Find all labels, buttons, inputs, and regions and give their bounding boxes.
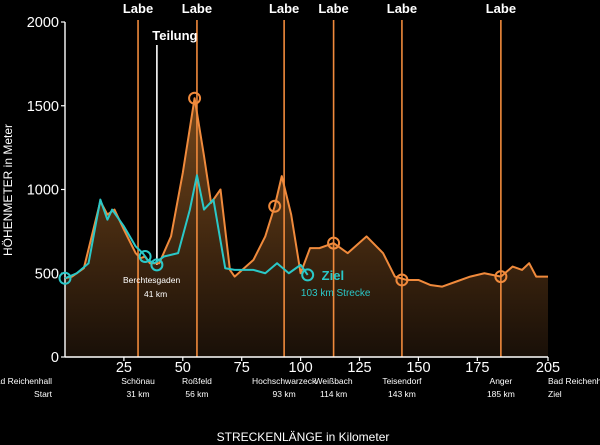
orange-profile-line [64, 97, 548, 288]
berchtesgaden-label: Berchtesgaden [123, 275, 180, 285]
strecke-label: 103 km Strecke [301, 288, 371, 299]
x-tick-label-2: 75 [234, 360, 250, 376]
labe-label-3: Labe [318, 1, 348, 16]
x-tick-label-7: 205 [536, 360, 560, 376]
place-label-5-1: 143 km [388, 389, 416, 399]
x-axis-title: STRECKENLÄNGE in Kilometer [217, 430, 390, 444]
teilung-label: Teilung [152, 28, 197, 43]
place-label-0-1: Start [34, 389, 53, 399]
place-label-4-0: Weißbach [315, 376, 353, 386]
y-tick-label-4: 2000 [27, 15, 59, 31]
ziel-label: Ziel [322, 268, 344, 283]
x-tick-label-6: 175 [465, 360, 489, 376]
y-tick-label-0: 0 [51, 350, 59, 366]
place-label-3-1: 93 km [273, 389, 296, 399]
marker-3 [188, 91, 202, 105]
marker-5 [301, 268, 315, 282]
place-label-6-0: Anger [490, 376, 513, 386]
place-label-2-0: Roßfeld [182, 376, 212, 386]
place-label-5-0: Teisendorf [382, 376, 422, 386]
berchtesgaden-km: 41 km [144, 289, 167, 299]
x-tick-label-1: 50 [175, 360, 191, 376]
labe-label-2: Labe [269, 1, 299, 16]
y-tick-label-3: 1500 [27, 99, 59, 115]
x-tick-label-3: 100 [289, 360, 313, 376]
place-label-1-0: Schönau [121, 376, 155, 386]
marker-7 [395, 273, 409, 287]
y-tick-label-2: 1000 [27, 183, 59, 199]
place-label-7-0: Bad Reichenhall [548, 376, 600, 386]
marker-2 [150, 258, 164, 272]
place-label-4-1: 114 km [320, 389, 347, 399]
place-label-7-1: Ziel [548, 389, 562, 399]
labe-label-0: Labe [123, 1, 153, 16]
marker-0 [58, 271, 72, 285]
place-label-0-0: Bad Reichenhall [0, 376, 52, 386]
place-label-3-0: Hochschwarzeck [252, 376, 317, 386]
labe-label-1: Labe [182, 1, 212, 16]
x-tick-label-4: 125 [347, 360, 371, 376]
marker-1 [138, 250, 152, 263]
y-axis-title: HÖHENMETER in Meter [1, 124, 15, 256]
labe-label-5: Labe [486, 1, 516, 16]
marker-6 [327, 236, 341, 250]
labe-label-4: Labe [387, 1, 417, 16]
x-tick-label-0: 25 [116, 360, 132, 376]
cyan-route-line [64, 174, 309, 280]
place-label-2-1: 56 km [185, 389, 208, 399]
x-tick-label-5: 150 [406, 360, 430, 376]
place-label-1-1: 31 km [126, 389, 149, 399]
profile-area-fill [65, 98, 548, 358]
marker-8 [494, 270, 508, 284]
y-tick-label-1: 500 [35, 266, 59, 282]
place-label-6-1: 185 km [487, 389, 515, 399]
marker-4 [268, 199, 282, 213]
